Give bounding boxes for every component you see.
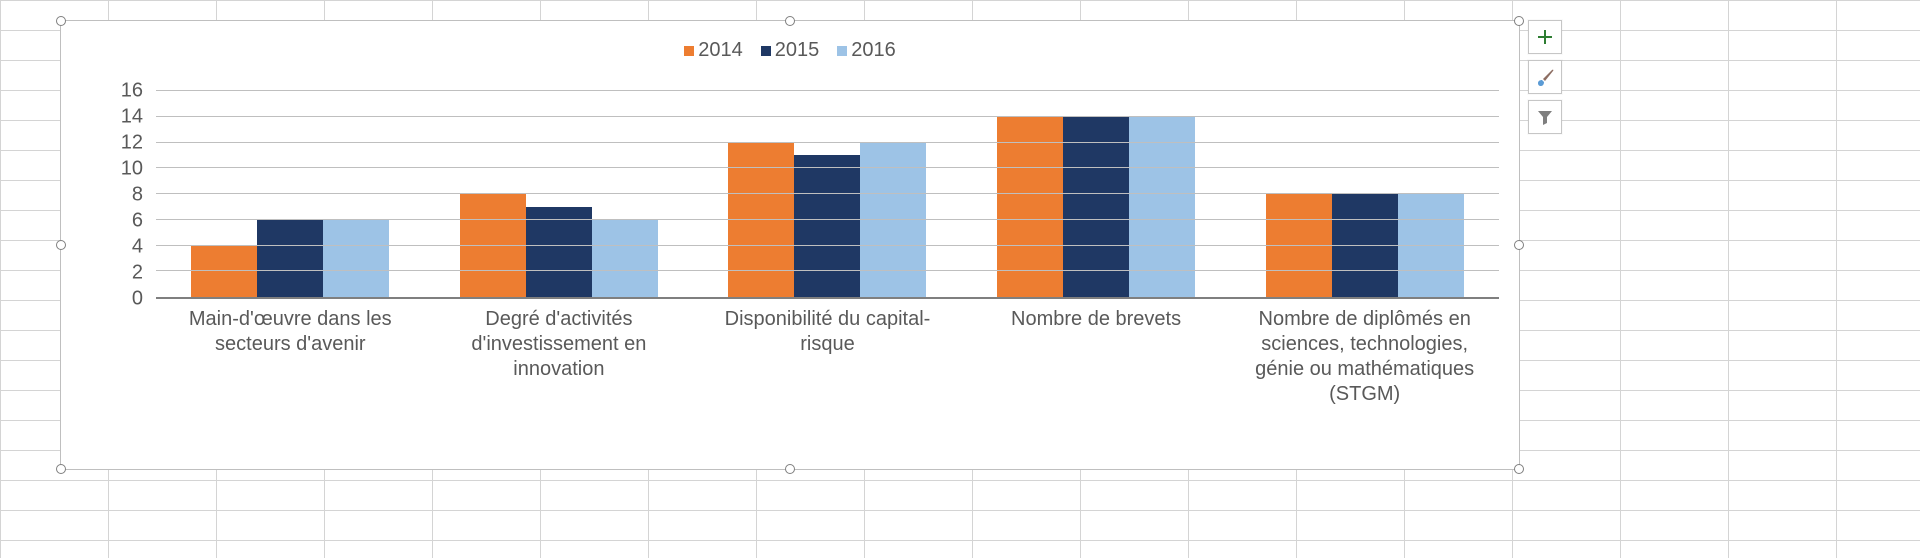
y-axis: 0246810121416 [101,91,151,299]
resize-handle-middle-right[interactable] [1514,240,1524,250]
chart-gridline [156,219,1499,220]
bar[interactable] [728,143,794,298]
bar[interactable] [257,220,323,297]
x-axis-label: Nombre de brevets [962,299,1231,449]
bar[interactable] [592,220,658,297]
sheet-gridline-horizontal [0,540,1920,541]
chart-gridline [156,90,1499,91]
chart-gridline [156,193,1499,194]
bar-group [425,91,694,297]
chart-filters-button[interactable] [1528,100,1562,134]
funnel-icon [1535,107,1555,127]
resize-handle-bottom-middle[interactable] [785,464,795,474]
x-axis-label: Degré d'activités d'investissement en in… [425,299,694,449]
resize-handle-bottom-right[interactable] [1514,464,1524,474]
plus-icon [1535,27,1555,47]
brush-icon [1534,66,1556,88]
resize-handle-middle-left[interactable] [56,240,66,250]
x-axis-labels: Main-d'œuvre dans les secteurs d'avenirD… [156,299,1499,449]
bar-group [693,91,962,297]
sheet-gridline-horizontal [0,0,1920,1]
y-tick-label: 12 [121,132,143,155]
resize-handle-bottom-left[interactable] [56,464,66,474]
sheet-gridline-vertical [1620,0,1621,558]
chart-gridline [156,167,1499,168]
resize-handle-top-left[interactable] [56,16,66,26]
bar-groups [156,91,1499,297]
bar[interactable] [860,143,926,298]
y-tick-label: 8 [132,184,143,207]
legend-label: 2015 [775,39,820,62]
y-tick-label: 10 [121,158,143,181]
legend-label: 2014 [698,39,743,62]
bar[interactable] [323,220,389,297]
bar[interactable] [191,246,257,298]
sheet-gridline-vertical [1728,0,1729,558]
legend-swatch [761,46,771,56]
y-tick-label: 0 [132,288,143,311]
chart-gridline [156,270,1499,271]
bar[interactable] [1332,194,1398,297]
legend-item[interactable]: 2016 [837,39,896,62]
y-tick-label: 6 [132,210,143,233]
x-axis-label: Main-d'œuvre dans les secteurs d'avenir [156,299,425,449]
bar[interactable] [460,194,526,297]
chart-elements-button[interactable] [1528,20,1562,54]
y-tick-label: 2 [132,262,143,285]
resize-handle-top-middle[interactable] [785,16,795,26]
bar-group [1230,91,1499,297]
plot-wrap: 0246810121416 Main-d'œuvre dans les sect… [101,91,1499,449]
x-axis-label: Nombre de diplômés en sciences, technolo… [1230,299,1499,449]
chart-gridline [156,245,1499,246]
chart-object[interactable]: 2014 2015 2016 0 2 4 6 8 10 12 14 16 Main-d'œuvre … [60,20,1520,470]
bar[interactable] [526,207,592,297]
chart-side-buttons [1528,20,1562,134]
plot-area[interactable] [156,91,1499,299]
sheet-gridline-horizontal [0,480,1920,481]
legend-label: 2016 [851,39,896,62]
resize-handle-top-right[interactable] [1514,16,1524,26]
sheet-gridline-vertical [1836,0,1837,558]
legend-swatch [684,46,694,56]
sheet-gridline-vertical [0,0,1,558]
y-tick-label: 16 [121,80,143,103]
legend-swatch [837,46,847,56]
y-tick-label: 14 [121,106,143,129]
chart-gridline [156,116,1499,117]
y-tick-label: 4 [132,236,143,259]
sheet-gridline-horizontal [0,510,1920,511]
chart-gridline [156,142,1499,143]
bar-group [962,91,1231,297]
bar[interactable] [1398,194,1464,297]
bar[interactable] [794,155,860,297]
legend-item[interactable]: 2015 [761,39,820,62]
legend-item[interactable]: 2014 [684,39,743,62]
chart-legend[interactable]: 2014 2015 2016 [61,21,1519,62]
bar-group [156,91,425,297]
bar[interactable] [1266,194,1332,297]
chart-styles-button[interactable] [1528,60,1562,94]
x-axis-label: Disponibilité du capital-risque [693,299,962,449]
